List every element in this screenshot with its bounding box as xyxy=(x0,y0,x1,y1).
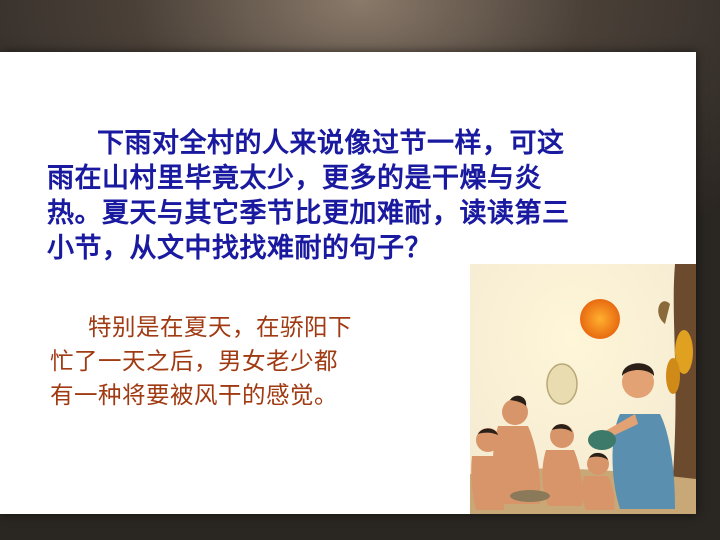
village-summer-illustration xyxy=(470,264,696,514)
bowl-icon xyxy=(510,490,550,502)
question-line-3: 热。夏天与其它季节比更加难耐，读读第三 xyxy=(47,198,570,229)
woman-figure xyxy=(588,363,675,509)
tree-trunk xyxy=(670,264,696,514)
question-line-4: 小节，从文中找找难耐的句子？ xyxy=(47,233,432,264)
answer-paragraph: 特别是在夏天，在骄阳下 忙了一天之后，男女老少都 有一种将要被风干的感觉。 xyxy=(50,310,352,412)
answer-line-2: 忙了一天之后，男女老少都 xyxy=(50,347,338,375)
question-paragraph: 下雨对全村的人来说像过节一样，可这 雨在山村里毕竟太少，更多的是干燥与炎 热。夏… xyxy=(47,126,570,266)
question-line-2: 雨在山村里毕竟太少，更多的是干燥与炎 xyxy=(47,163,542,194)
sun-icon xyxy=(580,299,620,339)
fan-icon xyxy=(546,363,578,405)
answer-line-3: 有一种将要被风干的感觉。 xyxy=(50,381,338,409)
hanging-corn xyxy=(675,330,693,374)
slide: 下雨对全村的人来说像过节一样，可这 雨在山村里毕竟太少，更多的是干燥与炎 热。夏… xyxy=(0,52,696,514)
answer-line-1: 特别是在夏天，在骄阳下 xyxy=(88,313,352,341)
children-figures xyxy=(471,395,615,510)
question-line-1: 下雨对全村的人来说像过节一样，可这 xyxy=(97,128,565,159)
